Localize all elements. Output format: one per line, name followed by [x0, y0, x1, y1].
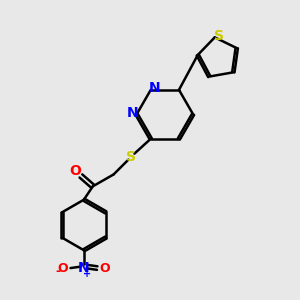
- Text: S: S: [214, 29, 224, 43]
- Text: N: N: [78, 261, 90, 275]
- Text: N: N: [127, 106, 139, 120]
- Text: -: -: [55, 265, 60, 278]
- Text: S: S: [126, 150, 136, 164]
- Text: O: O: [58, 262, 68, 275]
- Text: N: N: [148, 81, 160, 95]
- Text: O: O: [99, 262, 110, 275]
- Text: +: +: [83, 269, 92, 279]
- Text: O: O: [69, 164, 81, 178]
